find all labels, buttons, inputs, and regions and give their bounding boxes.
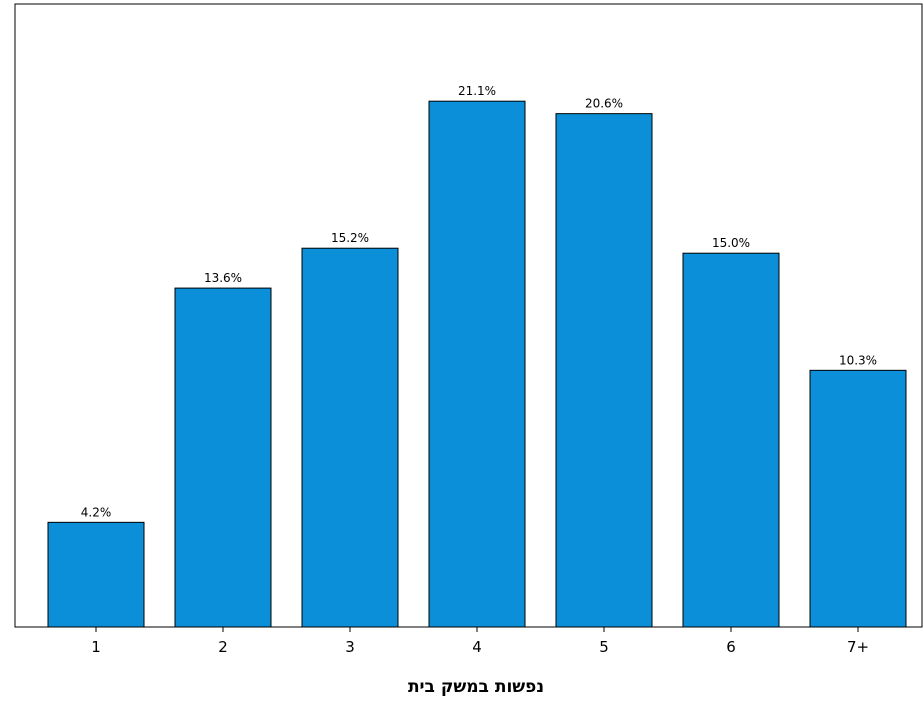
x-tick-label-3: 3 (345, 638, 355, 656)
bar-6 (682, 252, 780, 628)
x-tick-label-6: 6 (726, 638, 736, 656)
x-tick-label-4: 4 (472, 638, 482, 656)
bar-1 (47, 521, 145, 628)
bars-group (47, 100, 907, 628)
x-tick-label-5: 5 (599, 638, 609, 656)
value-label-3: 15.2% (331, 231, 369, 245)
value-label-2: 13.6% (204, 271, 242, 285)
value-label-1: 4.2% (81, 505, 112, 519)
x-tick-label-2: 2 (218, 638, 228, 656)
bar-4 (428, 100, 526, 628)
value-label-7+: 10.3% (839, 353, 877, 367)
value-label-4: 21.1% (458, 84, 496, 98)
x-tick-label-1: 1 (91, 638, 101, 656)
bar-5 (555, 113, 653, 628)
value-labels-group: 4.2% 13.6% 15.2% 21.1% 20.6% 15.0% 10.3% (81, 84, 877, 519)
bar-7+ (809, 369, 907, 628)
value-label-6: 15.0% (712, 236, 750, 250)
x-axis-label: נפשות במשק בית (408, 677, 544, 697)
x-tick-label-7+: 7+ (847, 638, 869, 656)
x-tick-labels-group: 1 2 3 4 5 6 7+ (91, 627, 869, 656)
bar-3 (301, 247, 399, 628)
value-label-5: 20.6% (585, 97, 623, 111)
bar-2 (174, 287, 272, 628)
